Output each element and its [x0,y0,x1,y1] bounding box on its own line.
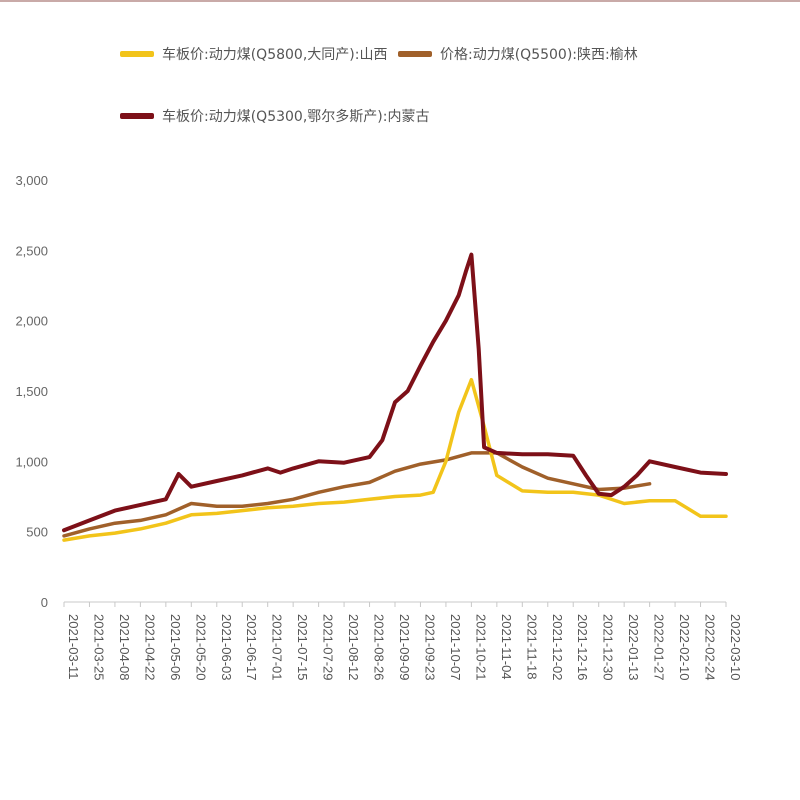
x-tick-label: 2022-03-10 [728,614,743,681]
chart-legend: 车板价:动力煤(Q5800,大同产):山西 价格:动力煤(Q5500):陕西:榆… [0,0,800,140]
x-tick-label: 2021-08-26 [372,614,387,681]
x-tick-label: 2021-10-21 [473,614,488,681]
x-tick-label: 2021-07-15 [295,614,310,681]
legend-label-yulin: 价格:动力煤(Q5500):陕西:榆林 [440,47,638,63]
x-tick-label: 2021-09-23 [422,614,437,681]
y-tick-label: 3,000 [15,173,48,188]
series-line-ordos [62,252,728,533]
x-tick-label: 2021-06-03 [219,614,234,681]
x-tick-label: 2021-03-25 [91,614,106,681]
x-tick-label: 2021-06-17 [244,614,259,681]
x-tick-label: 2022-01-13 [626,614,641,681]
series-line-datong [62,377,728,542]
legend-swatch-datong [120,51,154,57]
legend-item-datong: 车板价:动力煤(Q5800,大同产):山西 [120,44,387,64]
x-tick-label: 2022-02-24 [703,614,718,681]
x-tick-label: 2021-07-29 [321,614,336,681]
x-tick-label: 2021-05-20 [193,614,208,681]
chart-series [62,252,728,542]
y-tick-label: 500 [26,525,48,540]
y-tick-label: 2,500 [15,243,48,258]
legend-swatch-yulin [398,51,432,57]
x-tick-label: 2021-03-11 [66,614,81,680]
y-tick-label: 1,500 [15,384,48,399]
top-border-line [0,0,800,2]
y-tick-label: 1,000 [15,454,48,469]
legend-swatch-ordos [120,113,154,119]
x-tick-label: 2021-12-30 [601,614,616,681]
x-tick-label: 2022-01-27 [652,614,667,681]
x-tick-label: 2021-11-18 [524,614,539,680]
series-line-yulin [62,451,652,538]
legend-label-ordos: 车板价:动力煤(Q5300,鄂尔多斯产):内蒙古 [162,109,430,125]
x-tick-label: 2021-11-04 [499,614,514,680]
x-tick-label: 2021-04-08 [117,614,132,681]
x-tick-label: 2021-10-07 [448,614,463,681]
x-tick-label: 2021-12-16 [575,614,590,681]
x-tick-label: 2022-02-10 [677,614,692,681]
x-tick-label: 2021-07-01 [270,614,285,681]
x-tick-label: 2021-12-02 [550,614,565,681]
x-tick-label: 2021-05-06 [168,614,183,681]
x-tick-label: 2021-04-22 [142,614,157,681]
x-tick-label: 2021-09-09 [397,614,412,681]
legend-label-datong: 车板价:动力煤(Q5800,大同产):山西 [162,47,388,63]
legend-item-ordos: 车板价:动力煤(Q5300,鄂尔多斯产):内蒙古 [120,106,429,126]
chart-axes: 0 500 1,000 1,500 2,000 2,500 3,000 2021-03-11 2… [15,173,743,681]
x-tick-label: 2021-08-12 [346,614,361,681]
y-tick-label: 2,000 [15,314,48,329]
legend-item-yulin: 价格:动力煤(Q5500):陕西:榆林 [398,44,638,64]
y-tick-label: 0 [41,595,48,610]
